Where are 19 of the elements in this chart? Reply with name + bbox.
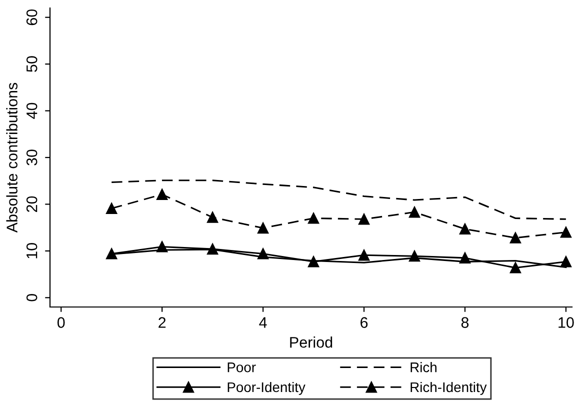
y-tick-label: 60 (26, 9, 38, 26)
y-tick-label: 50 (26, 56, 38, 72)
x-tick-label: 4 (259, 317, 267, 328)
legend-label: Poor (228, 362, 256, 372)
y-tick-label: 0 (26, 294, 38, 302)
y-axis-title: Absolute contributions (6, 82, 18, 233)
x-axis-title: Period (290, 336, 332, 348)
y-tick-label: 30 (26, 150, 38, 166)
x-tick-label: 8 (461, 317, 469, 328)
y-tick-label: 10 (26, 243, 38, 258)
legend-label: Rich-Identity (410, 382, 487, 395)
y-tick-label: 40 (26, 102, 38, 119)
legend-label: Poor-Identity (228, 382, 306, 395)
x-tick-label: 10 (558, 317, 574, 328)
legend-label: Rich (410, 362, 436, 372)
x-tick-label: 6 (360, 317, 368, 328)
x-tick-label: 0 (57, 317, 65, 328)
y-tick-label: 20 (26, 196, 38, 212)
x-tick-label: 2 (158, 317, 166, 328)
